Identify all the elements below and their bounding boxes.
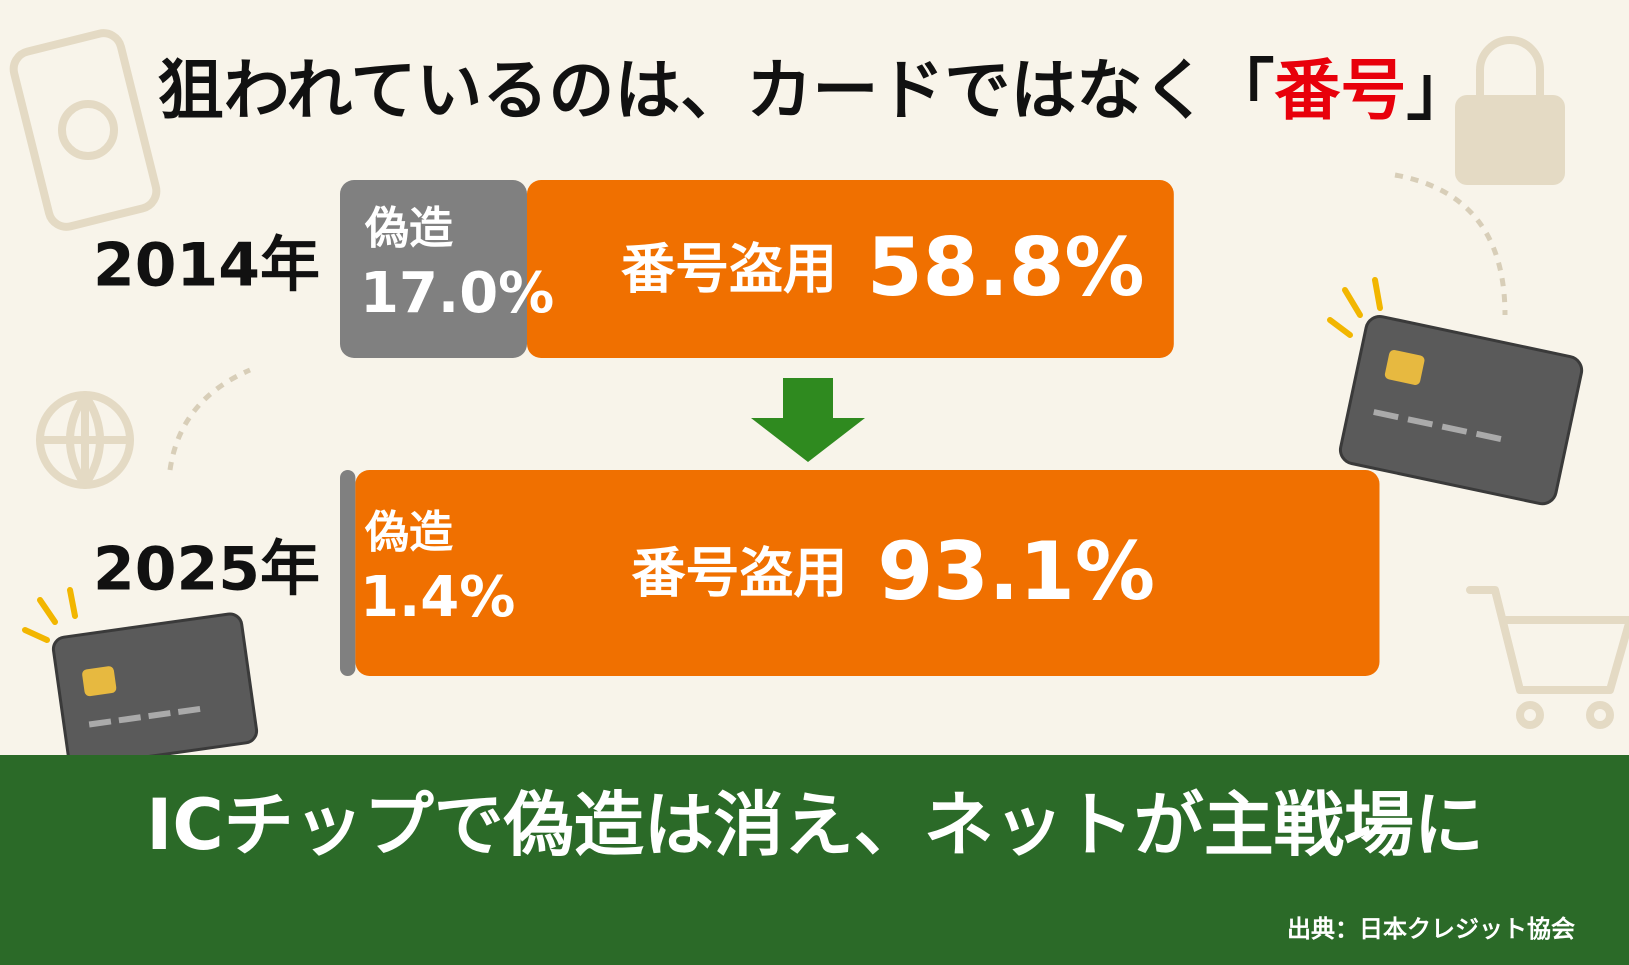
bar-segment — [340, 470, 356, 676]
title-part: 」 — [1406, 52, 1472, 129]
value-label: 58.8% — [867, 221, 1145, 314]
segment-name: 偽造 — [364, 203, 453, 254]
card-sparkle — [1327, 277, 1383, 338]
bar-segment — [355, 470, 1380, 676]
value-label: 17.0% — [360, 261, 554, 326]
card-left — [51, 612, 259, 768]
category-label: 2025年 — [93, 535, 320, 605]
segment-name: 番号盗用 — [631, 542, 847, 605]
source: 出典：日本クレジット協会 — [1287, 915, 1575, 943]
card-digits — [88, 705, 201, 728]
segment-name: 偽造 — [364, 507, 453, 558]
lock-shackle — [1476, 36, 1544, 99]
dashed-arrow — [167, 367, 251, 471]
segment-name: 番号盗用 — [621, 238, 837, 301]
phone-alert — [58, 100, 118, 160]
globe-lines — [36, 391, 134, 489]
card-digits — [1373, 409, 1502, 442]
card-sparkle — [22, 587, 78, 643]
decorations — [9, 29, 1629, 768]
bar-segment — [527, 180, 1174, 358]
dashed-arrow — [1394, 172, 1508, 316]
value-label: 1.4% — [360, 565, 515, 630]
value-label: 93.1% — [877, 525, 1155, 618]
card-chip — [82, 666, 117, 697]
cart-icon — [1466, 586, 1629, 694]
cart-wheel — [1516, 701, 1544, 729]
banner-text: ICチップで偽造は消え、ネットが主戦場に — [146, 784, 1483, 866]
cart-wheel — [1586, 701, 1614, 729]
phone-icon — [9, 29, 161, 231]
title-part: 番号 — [1274, 52, 1406, 129]
category-label: 2014年 — [93, 231, 320, 301]
card-body — [51, 612, 259, 768]
chart-title: 狙われているのは、カードではなく「番号」 — [158, 52, 1473, 129]
banner-background — [0, 755, 1629, 965]
bar-segment — [340, 180, 527, 358]
title-part: 狙われているのは、カードではなく「 — [158, 52, 1275, 129]
lock-icon — [1455, 95, 1565, 185]
card-chip — [1384, 349, 1425, 385]
down-arrow — [751, 378, 865, 462]
card-right — [1338, 314, 1584, 506]
